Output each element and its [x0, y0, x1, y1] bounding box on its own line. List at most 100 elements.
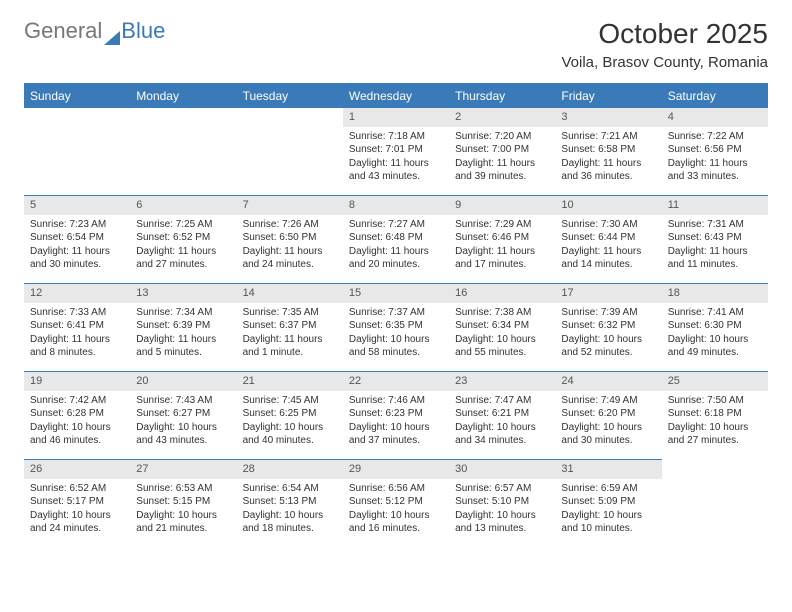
daylight-line: Daylight: 11 hours and 43 minutes.	[349, 157, 443, 184]
sunrise-line: Sunrise: 7:41 AM	[668, 306, 762, 320]
sunrise-line: Sunrise: 6:53 AM	[136, 482, 230, 496]
calendar-cell: 13 Sunrise: 7:34 AMSunset: 6:39 PMDayligh…	[130, 284, 236, 372]
sunset-line: Sunset: 5:17 PM	[30, 495, 124, 509]
sunset-line: Sunset: 6:28 PM	[30, 407, 124, 421]
daylight-line: Daylight: 10 hours and 58 minutes.	[349, 333, 443, 360]
day-number: 12	[24, 284, 130, 303]
day-number: 31	[555, 460, 661, 479]
daylight-line: Daylight: 10 hours and 10 minutes.	[561, 509, 655, 536]
logo-text-blue: Blue	[121, 18, 165, 44]
calendar-row: 5Sunrise: 7:23 AMSunset: 6:54 PMDaylight…	[24, 196, 768, 284]
sunrise-line: Sunrise: 7:46 AM	[349, 394, 443, 408]
calendar-cell: 29Sunrise: 6:56 AMSunset: 5:12 PMDayligh…	[343, 460, 449, 548]
sun-info: Sunrise: 7:27 AMSunset: 6:48 PMDaylight:…	[349, 218, 443, 272]
sunset-line: Sunset: 6:52 PM	[136, 231, 230, 245]
day-header: Thursday	[449, 84, 555, 108]
sunrise-line: Sunrise: 7:42 AM	[30, 394, 124, 408]
day-number: 11	[662, 196, 768, 215]
sunrise-line: Sunrise: 6:56 AM	[349, 482, 443, 496]
logo-sail-icon	[104, 25, 120, 39]
calendar-cell: 17Sunrise: 7:39 AMSunset: 6:32 PMDayligh…	[555, 284, 661, 372]
sunrise-line: Sunrise: 7:25 AM	[136, 218, 230, 232]
sun-info: Sunrise: 7:30 AMSunset: 6:44 PMDaylight:…	[561, 218, 655, 272]
sun-info: Sunrise: 6:54 AMSunset: 5:13 PMDaylight:…	[243, 482, 337, 536]
sunset-line: Sunset: 6:21 PM	[455, 407, 549, 421]
sunrise-line: Sunrise: 7:39 AM	[561, 306, 655, 320]
daylight-line: Daylight: 11 hours and 36 minutes.	[561, 157, 655, 184]
sun-info: Sunrise: 7:49 AMSunset: 6:20 PMDaylight:…	[561, 394, 655, 448]
daylight-line: Daylight: 11 hours and 14 minutes.	[561, 245, 655, 272]
sun-info: Sunrise: 7:37 AMSunset: 6:35 PMDaylight:…	[349, 306, 443, 360]
sun-info: Sunrise: 7:34 AMSunset: 6:39 PMDaylight:…	[136, 306, 230, 360]
day-number: 23	[449, 372, 555, 391]
sunrise-line: Sunrise: 7:35 AM	[243, 306, 337, 320]
sun-info: Sunrise: 6:53 AMSunset: 5:15 PMDaylight:…	[136, 482, 230, 536]
sunrise-line: Sunrise: 7:43 AM	[136, 394, 230, 408]
sun-info: Sunrise: 7:20 AMSunset: 7:00 PMDaylight:…	[455, 130, 549, 184]
calendar-cell: 9 Sunrise: 7:29 AMSunset: 6:46 PMDaylight…	[449, 196, 555, 284]
sunrise-line: Sunrise: 7:31 AM	[668, 218, 762, 232]
daylight-line: Daylight: 10 hours and 40 minutes.	[243, 421, 337, 448]
calendar-row: 26Sunrise: 6:52 AMSunset: 5:17 PMDayligh…	[24, 460, 768, 548]
sunset-line: Sunset: 6:54 PM	[30, 231, 124, 245]
sun-info: Sunrise: 7:41 AMSunset: 6:30 PMDaylight:…	[668, 306, 762, 360]
day-number: 18	[662, 284, 768, 303]
sunset-line: Sunset: 6:30 PM	[668, 319, 762, 333]
sunrise-line: Sunrise: 6:59 AM	[561, 482, 655, 496]
sun-info: Sunrise: 7:29 AMSunset: 6:46 PMDaylight:…	[455, 218, 549, 272]
daylight-line: Daylight: 10 hours and 37 minutes.	[349, 421, 443, 448]
calendar-row: 12 Sunrise: 7:33 AMSunset: 6:41 PMDayligh…	[24, 284, 768, 372]
daylight-line: Daylight: 11 hours and 39 minutes.	[455, 157, 549, 184]
daylight-line: Daylight: 11 hours and 33 minutes.	[668, 157, 762, 184]
day-number: 2	[449, 108, 555, 127]
month-title: October 2025	[562, 18, 769, 50]
day-header: Friday	[555, 84, 661, 108]
sunset-line: Sunset: 6:18 PM	[668, 407, 762, 421]
sunrise-line: Sunrise: 7:34 AM	[136, 306, 230, 320]
sunset-line: Sunset: 6:32 PM	[561, 319, 655, 333]
day-number: 6	[130, 196, 236, 215]
daylight-line: Daylight: 11 hours and 27 minutes.	[136, 245, 230, 272]
day-header: Monday	[130, 84, 236, 108]
sunset-line: Sunset: 6:34 PM	[455, 319, 549, 333]
calendar-cell-empty	[24, 108, 130, 196]
calendar-cell: 10Sunrise: 7:30 AMSunset: 6:44 PMDayligh…	[555, 196, 661, 284]
sunrise-line: Sunrise: 7:18 AM	[349, 130, 443, 144]
daylight-line: Daylight: 10 hours and 52 minutes.	[561, 333, 655, 360]
day-number: 14	[237, 284, 343, 303]
day-number: 1	[343, 108, 449, 127]
sunset-line: Sunset: 6:37 PM	[243, 319, 337, 333]
sunset-line: Sunset: 6:43 PM	[668, 231, 762, 245]
sun-info: Sunrise: 7:33 AMSunset: 6:41 PMDaylight:…	[30, 306, 124, 360]
calendar-cell: 11Sunrise: 7:31 AMSunset: 6:43 PMDayligh…	[662, 196, 768, 284]
calendar-cell: 30Sunrise: 6:57 AMSunset: 5:10 PMDayligh…	[449, 460, 555, 548]
calendar-table: SundayMondayTuesdayWednesdayThursdayFrid…	[24, 83, 768, 548]
day-header: Tuesday	[237, 84, 343, 108]
sunset-line: Sunset: 6:39 PM	[136, 319, 230, 333]
daylight-line: Daylight: 11 hours and 17 minutes.	[455, 245, 549, 272]
calendar-cell: 14Sunrise: 7:35 AMSunset: 6:37 PMDayligh…	[237, 284, 343, 372]
sun-info: Sunrise: 7:46 AMSunset: 6:23 PMDaylight:…	[349, 394, 443, 448]
calendar-cell: 16Sunrise: 7:38 AMSunset: 6:34 PMDayligh…	[449, 284, 555, 372]
daylight-line: Daylight: 10 hours and 30 minutes.	[561, 421, 655, 448]
sunset-line: Sunset: 6:41 PM	[30, 319, 124, 333]
day-number: 24	[555, 372, 661, 391]
day-number: 9	[449, 196, 555, 215]
calendar-cell: 4Sunrise: 7:22 AMSunset: 6:56 PMDaylight…	[662, 108, 768, 196]
sun-info: Sunrise: 7:42 AMSunset: 6:28 PMDaylight:…	[30, 394, 124, 448]
day-number: 13	[130, 284, 236, 303]
calendar-cell: 1Sunrise: 7:18 AMSunset: 7:01 PMDaylight…	[343, 108, 449, 196]
calendar-cell: 18 Sunrise: 7:41 AMSunset: 6:30 PMDayligh…	[662, 284, 768, 372]
day-number: 26	[24, 460, 130, 479]
calendar-cell: 27Sunrise: 6:53 AMSunset: 5:15 PMDayligh…	[130, 460, 236, 548]
title-block: October 2025 Voila, Brasov County, Roman…	[562, 18, 769, 71]
day-number: 15	[343, 284, 449, 303]
calendar-cell: 8Sunrise: 7:27 AMSunset: 6:48 PMDaylight…	[343, 196, 449, 284]
sun-info: Sunrise: 7:25 AMSunset: 6:52 PMDaylight:…	[136, 218, 230, 272]
sunset-line: Sunset: 5:12 PM	[349, 495, 443, 509]
daylight-line: Daylight: 11 hours and 8 minutes.	[30, 333, 124, 360]
sunset-line: Sunset: 6:23 PM	[349, 407, 443, 421]
sunrise-line: Sunrise: 7:37 AM	[349, 306, 443, 320]
calendar-cell: 15 Sunrise: 7:37 AMSunset: 6:35 PMDayligh…	[343, 284, 449, 372]
calendar-cell: 21Sunrise: 7:45 AMSunset: 6:25 PMDayligh…	[237, 372, 343, 460]
